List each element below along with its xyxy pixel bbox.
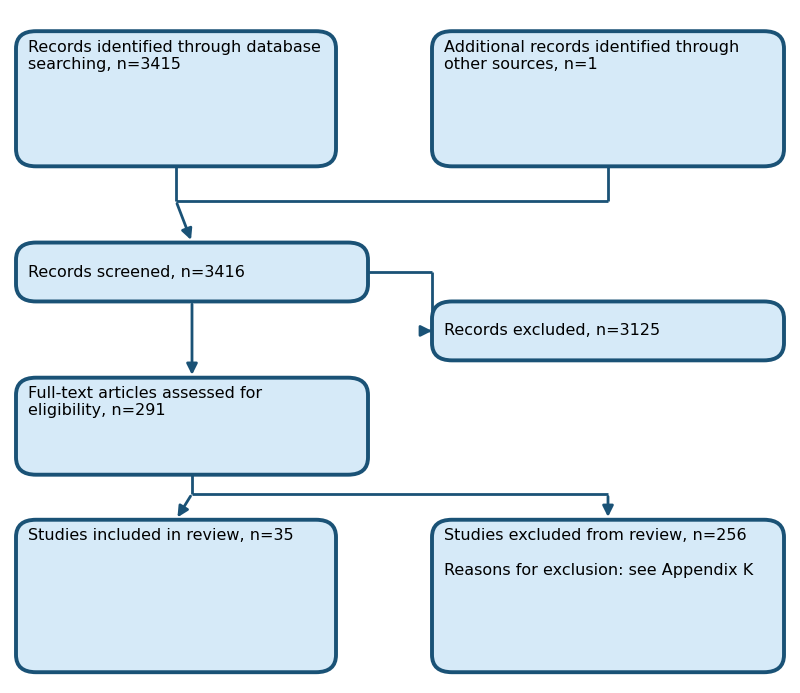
- FancyBboxPatch shape: [432, 301, 784, 360]
- FancyBboxPatch shape: [432, 520, 784, 672]
- Text: Studies excluded from review, n=256

Reasons for exclusion: see Appendix K: Studies excluded from review, n=256 Reas…: [444, 528, 754, 578]
- FancyBboxPatch shape: [16, 520, 336, 672]
- Text: Records excluded, n=3125: Records excluded, n=3125: [444, 324, 660, 338]
- FancyBboxPatch shape: [432, 31, 784, 166]
- FancyBboxPatch shape: [16, 378, 368, 475]
- Text: Studies included in review, n=35: Studies included in review, n=35: [28, 528, 294, 543]
- Text: Records identified through database
searching, n=3415: Records identified through database sear…: [28, 40, 321, 72]
- FancyBboxPatch shape: [16, 243, 368, 301]
- Text: Full-text articles assessed for
eligibility, n=291: Full-text articles assessed for eligibil…: [28, 386, 262, 419]
- Text: Additional records identified through
other sources, n=1: Additional records identified through ot…: [444, 40, 739, 72]
- FancyBboxPatch shape: [16, 31, 336, 166]
- Text: Records screened, n=3416: Records screened, n=3416: [28, 265, 245, 279]
